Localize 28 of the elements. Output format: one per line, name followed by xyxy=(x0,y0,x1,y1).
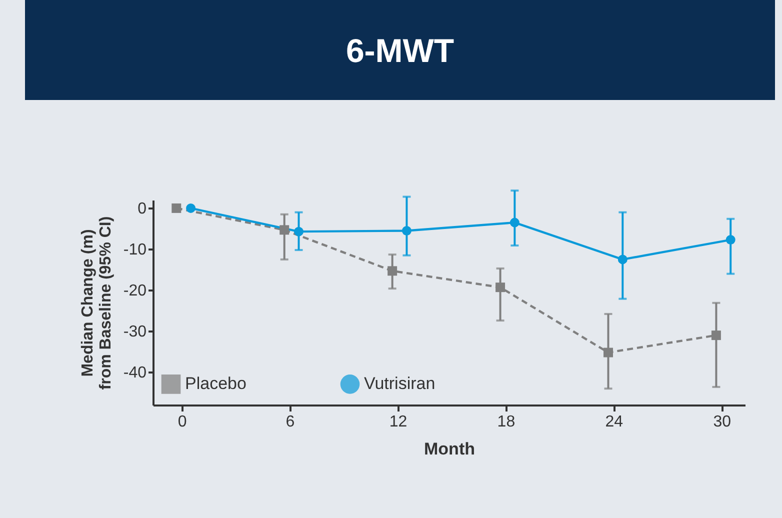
x-tick-label: 0 xyxy=(178,414,187,430)
point xyxy=(618,254,628,264)
y-tick-label: 0 xyxy=(138,200,147,218)
x-tick-label: 6 xyxy=(286,414,295,430)
legend-label: Vutrisiran xyxy=(364,374,436,394)
x-axis-title: Month xyxy=(424,440,475,458)
y-tick-label: -10 xyxy=(123,242,147,259)
y-axis-title: Median Change (m) from Baseline (95% CI) xyxy=(79,216,114,390)
point xyxy=(510,218,520,228)
y-tick-label: -30 xyxy=(123,324,147,341)
x-tick-label: 18 xyxy=(497,414,516,430)
x-tick-label: 24 xyxy=(605,414,624,430)
x-tick-label: 12 xyxy=(389,414,408,430)
x-tick-label: 30 xyxy=(713,414,732,430)
point xyxy=(172,203,182,213)
point xyxy=(726,235,736,245)
y-tick-label: -20 xyxy=(123,282,147,300)
point xyxy=(711,330,721,340)
point xyxy=(496,282,506,292)
legend-label: Placebo xyxy=(185,374,246,394)
point xyxy=(186,203,196,213)
point xyxy=(388,266,398,276)
point xyxy=(280,225,290,235)
point xyxy=(604,348,613,358)
chart-title: 6-MWT xyxy=(346,32,454,69)
point xyxy=(402,226,412,236)
y-tick-label: -40 xyxy=(123,364,147,382)
point xyxy=(294,226,304,236)
